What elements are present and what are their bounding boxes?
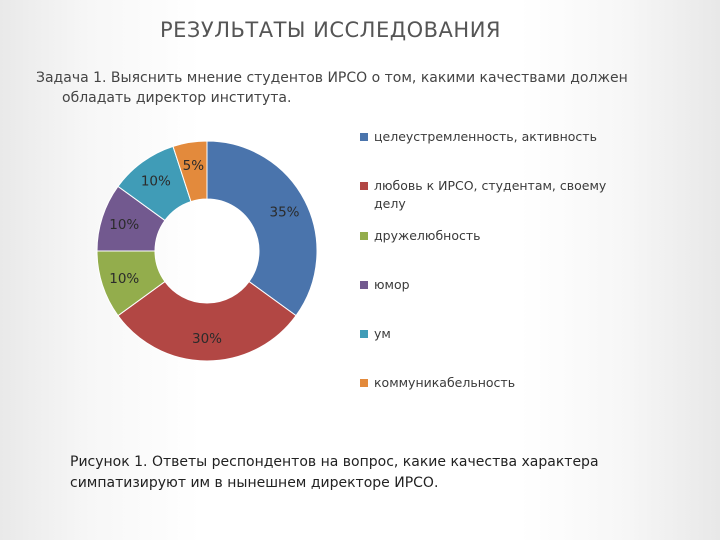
slice-label-5: 10% (141, 174, 171, 190)
legend-label-2: любовь к ИРСО, студентам, своему делу (374, 178, 607, 211)
task-description: Задача 1. Выяснить мнение студентов ИРСО… (36, 68, 676, 108)
legend-label-1: целеустремленность, активность (374, 129, 597, 144)
legend-swatch-1 (360, 133, 368, 141)
donut-chart: 35% 30% 10% 10% 10% 5% (96, 140, 318, 362)
legend-label-5: ум (374, 326, 391, 341)
slice-label-2: 30% (192, 331, 222, 347)
task-line-2: обладать директор института. (62, 90, 292, 106)
slice-label-4: 10% (109, 217, 139, 233)
legend-item-2: любовь к ИРСО, студентам, своему делу (360, 177, 620, 213)
legend-swatch-4 (360, 281, 368, 289)
figure-caption: Рисунок 1. Ответы респондентов на вопрос… (70, 452, 670, 494)
legend-swatch-5 (360, 330, 368, 338)
legend-swatch-6 (360, 379, 368, 387)
legend-item-6: коммуникабельность (360, 374, 620, 392)
legend-item-5: ум (360, 325, 620, 343)
legend-item-1: целеустремленность, активность (360, 128, 620, 146)
slice-6 (172, 140, 208, 203)
caption-line-2: симпатизируют им в нынешнем директоре ИР… (70, 475, 439, 491)
legend-item-4: юмор (360, 276, 620, 294)
legend-swatch-2 (360, 182, 368, 190)
legend-label-6: коммуникабельность (374, 375, 516, 390)
slice-label-3: 10% (109, 271, 139, 287)
slice-label-1: 35% (270, 205, 300, 221)
legend-swatch-3 (360, 232, 368, 240)
legend-label-3: дружелюбность (374, 228, 481, 243)
caption-line-1: Рисунок 1. Ответы респондентов на вопрос… (70, 454, 599, 470)
task-line-1: Задача 1. Выяснить мнение студентов ИРСО… (36, 70, 628, 86)
slice-label-6: 5% (183, 158, 205, 174)
legend-item-3: дружелюбность (360, 227, 620, 245)
slice-1 (206, 140, 318, 317)
slide-title: РЕЗУЛЬТАТЫ ИССЛЕДОВАНИЯ (160, 18, 502, 42)
slice-2 (117, 280, 297, 362)
legend-label-4: юмор (374, 277, 410, 292)
